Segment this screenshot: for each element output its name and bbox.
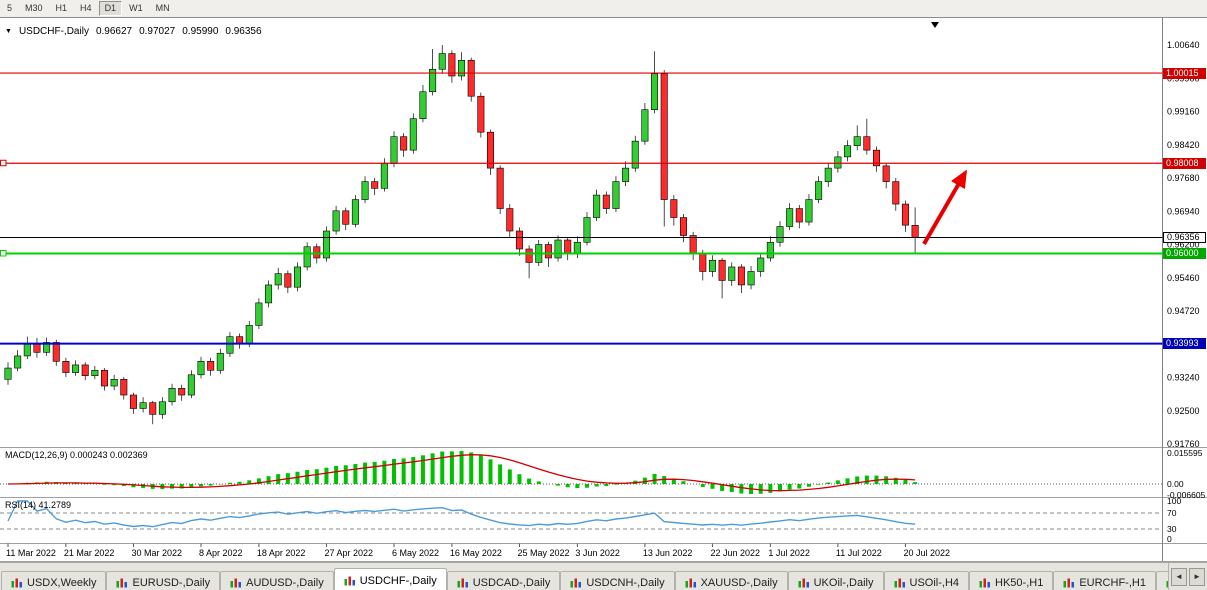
current-price-badge[interactable]: 0.96356: [1163, 231, 1206, 243]
tab-symbol-label: USDX,Weekly: [27, 576, 97, 589]
svg-text:70: 70: [1167, 508, 1177, 518]
tab-symbol-label: USDCNH-,Daily: [586, 576, 665, 589]
chart-tab-eurchf-h1[interactable]: EURCHF-,H1: [1053, 571, 1156, 590]
chart-tabs-bar: USDX,Weekly EURUSD-,Daily AUDUSD-,Daily USD…: [0, 562, 1207, 590]
chart-tab-ukoil-daily[interactable]: UKOil-,Daily: [787, 571, 884, 590]
svg-text:3 Jun 2022: 3 Jun 2022: [575, 548, 620, 558]
tab-symbol-label: HK50-,H1: [995, 576, 1044, 589]
svg-text:30: 30: [1167, 524, 1177, 534]
svg-text:0.99160: 0.99160: [1167, 107, 1200, 117]
tab-scroll-right-button[interactable]: ►: [1189, 567, 1205, 586]
svg-text:0.91760: 0.91760: [1167, 439, 1200, 449]
chart-tab-hk50-h1[interactable]: HK50-,H1: [969, 571, 1054, 590]
svg-text:1 Jul 2022: 1 Jul 2022: [768, 548, 810, 558]
timeframe-button-d1[interactable]: D1: [98, 1, 123, 16]
tab-symbol-label: USOil-,H4: [909, 576, 960, 589]
svg-text:0.96940: 0.96940: [1167, 206, 1200, 216]
svg-text:18 Apr 2022: 18 Apr 2022: [257, 548, 306, 558]
mini-chart-icon: [685, 578, 697, 588]
timeframe-toolbar: 5 M30 H1 H4 D1 W1 MN: [0, 0, 1207, 18]
chart-tab-usdcnh-daily[interactable]: USDCNH-,Daily: [560, 571, 675, 590]
svg-text:8 Apr 2022: 8 Apr 2022: [199, 548, 243, 558]
svg-text:30 Mar 2022: 30 Mar 2022: [131, 548, 182, 558]
svg-text:0.93240: 0.93240: [1167, 373, 1200, 383]
tab-symbol-label: USDCAD-,Daily: [472, 576, 551, 589]
svg-text:0.015595: 0.015595: [1167, 448, 1203, 458]
mini-chart-icon: [1063, 578, 1075, 588]
svg-text:0.94720: 0.94720: [1167, 306, 1200, 316]
chart-tab-usdchf-daily[interactable]: USDCHF-,Daily: [333, 568, 447, 590]
horizontal-line-objects[interactable]: [0, 72, 1163, 345]
svg-text:1.00640: 1.00640: [1167, 40, 1200, 50]
price-chart-canvas[interactable]: 1.006400.999000.991600.984200.976800.969…: [0, 18, 1207, 562]
svg-text:6 May 2022: 6 May 2022: [392, 548, 439, 558]
svg-text:25 May 2022: 25 May 2022: [517, 548, 569, 558]
tab-scroll-left-button[interactable]: ◄: [1171, 567, 1187, 586]
tab-symbol-label: AUDUSD-,Daily: [246, 576, 324, 589]
chart-tab-usoil-h4[interactable]: USOil-,H4: [883, 571, 970, 590]
svg-text:22 Jun 2022: 22 Jun 2022: [710, 548, 760, 558]
tab-symbol-label: EURUSD-,Daily: [132, 576, 211, 589]
mini-chart-icon: [230, 578, 242, 588]
svg-text:-0.006605: -0.006605: [1167, 490, 1206, 500]
svg-text:0.98420: 0.98420: [1167, 140, 1200, 150]
mini-chart-icon: [457, 578, 469, 588]
price-badge-0.93993[interactable]: 0.93993: [1163, 338, 1206, 350]
svg-text:20 Jul 2022: 20 Jul 2022: [903, 548, 950, 558]
mini-chart-icon: [11, 578, 23, 588]
svg-text:27 Apr 2022: 27 Apr 2022: [324, 548, 373, 558]
chart-tab-audusd-daily[interactable]: AUDUSD-,Daily: [220, 571, 334, 590]
chart-tab-xauusd-daily[interactable]: XAUUSD-,Daily: [674, 571, 788, 590]
price-axis[interactable]: 1.006400.999000.991600.984200.976800.969…: [1167, 40, 1200, 449]
price-badge-0.96000[interactable]: 0.96000: [1163, 247, 1206, 259]
svg-text:0.95460: 0.95460: [1167, 273, 1200, 283]
timeframe-button-h4[interactable]: H4: [74, 1, 98, 16]
svg-text:0.92500: 0.92500: [1167, 406, 1200, 416]
svg-text:0.97680: 0.97680: [1167, 173, 1200, 183]
timeframe-button-mn[interactable]: MN: [150, 1, 176, 16]
tab-symbol-label: EURCHF-,H1: [1079, 576, 1146, 589]
time-axis[interactable]: 11 Mar 2022 21 Mar 2022 30 Mar 2022 8 Apr 2…: [6, 543, 950, 559]
tab-symbol-label: USDCHF-,Daily: [359, 575, 437, 587]
bar-shift-marker-icon[interactable]: [931, 22, 939, 28]
timeframe-button-w1[interactable]: W1: [123, 1, 149, 16]
mini-chart-icon: [979, 578, 991, 588]
svg-text:13 Jun 2022: 13 Jun 2022: [643, 548, 693, 558]
chart-tab-eurusd-daily[interactable]: EURUSD-,Daily: [106, 571, 221, 590]
mini-chart-icon: [116, 578, 128, 588]
chart-tab-usdx-weekly[interactable]: USDX,Weekly: [1, 571, 107, 590]
tab-symbol-label: XAUUSD-,Daily: [700, 576, 778, 589]
mini-chart-icon: [798, 578, 810, 588]
svg-text:100: 100: [1167, 496, 1181, 506]
candlestick-series: [4, 45, 919, 425]
mini-chart-icon: [570, 578, 582, 588]
mini-chart-icon: [344, 576, 356, 586]
svg-text:0: 0: [1167, 534, 1172, 544]
svg-text:11 Jul 2022: 11 Jul 2022: [836, 548, 882, 558]
svg-text:16 May 2022: 16 May 2022: [450, 548, 502, 558]
svg-text:11 Mar 2022: 11 Mar 2022: [6, 548, 56, 558]
svg-text:21 Mar 2022: 21 Mar 2022: [64, 548, 115, 558]
line-edge-marker[interactable]: [0, 249, 7, 257]
chart-area[interactable]: 1.006400.999000.991600.984200.976800.969…: [0, 18, 1207, 562]
macd-panel: 0.015595 0.00-0.006605: [0, 448, 1206, 500]
line-edge-marker[interactable]: [0, 159, 7, 167]
panel-separators[interactable]: [0, 18, 1207, 562]
price-badge-0.98008[interactable]: 0.98008: [1163, 157, 1206, 169]
svg-text:0.00: 0.00: [1167, 479, 1184, 489]
timeframe-button-h1[interactable]: H1: [50, 1, 74, 16]
tab-symbol-label: UKOil-,Daily: [813, 576, 874, 589]
tab-scroll-buttons: ◄ ►: [1168, 563, 1207, 590]
chart-tab-usdcad-daily[interactable]: USDCAD-,Daily: [446, 571, 561, 590]
mini-chart-icon: [894, 578, 906, 588]
svg-text:0.96200: 0.96200: [1167, 240, 1200, 250]
rsi-panel: 100 70 300: [0, 496, 1181, 544]
trend-arrow[interactable]: [922, 169, 968, 246]
price-badge-1.00015[interactable]: 1.00015: [1163, 67, 1206, 79]
timeframe-button-5[interactable]: 5: [1, 1, 18, 16]
timeframe-button-m30[interactable]: M30: [19, 1, 49, 16]
